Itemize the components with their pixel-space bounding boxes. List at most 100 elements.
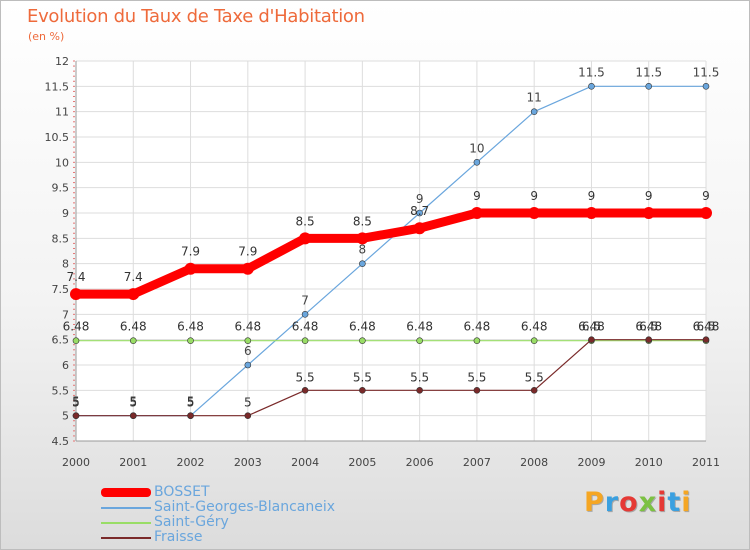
- y-tick-label: 5.5: [52, 384, 70, 397]
- x-tick-label: 2001: [119, 456, 147, 469]
- data-label: 11.5: [693, 65, 720, 79]
- y-tick-label: 6: [62, 359, 69, 372]
- y-tick-label: 7.5: [52, 283, 70, 296]
- data-point: [530, 108, 538, 115]
- data-label: 9: [702, 189, 710, 203]
- data-label: 5: [187, 395, 195, 409]
- x-tick-label: 2011: [692, 456, 720, 469]
- data-point: [470, 207, 483, 219]
- data-label: 6.48: [177, 320, 204, 334]
- data-label: 7.4: [124, 270, 143, 284]
- logo-letter: t: [667, 487, 682, 518]
- data-label: 9: [588, 189, 596, 203]
- data-label: 8: [359, 243, 367, 257]
- legend-label: Saint-Georges-Blancaneix: [154, 499, 336, 515]
- logo-letter: i: [657, 487, 668, 518]
- data-label: 6.48: [521, 320, 548, 334]
- y-tick-label: 12: [55, 55, 69, 68]
- logo-letter: P: [584, 487, 605, 518]
- y-tick-label: 8.5: [52, 232, 70, 245]
- data-label: 9: [473, 189, 481, 203]
- x-tick-label: 2004: [291, 456, 319, 469]
- data-point: [702, 83, 710, 90]
- data-point: [702, 336, 710, 343]
- data-point: [244, 361, 252, 369]
- data-point: [72, 337, 80, 344]
- x-tick-label: 2003: [234, 456, 262, 469]
- logo-letter: r: [604, 487, 620, 518]
- data-label: 9: [530, 189, 538, 203]
- x-tick-label: 2009: [577, 456, 605, 469]
- data-point: [473, 387, 481, 394]
- data-point: [244, 412, 252, 419]
- data-point: [359, 387, 366, 394]
- y-tick-label: 4.5: [52, 435, 70, 448]
- x-tick-label: 2007: [463, 456, 491, 469]
- data-label: 6.48: [693, 320, 720, 334]
- data-label: 5: [129, 395, 137, 409]
- data-point: [585, 207, 598, 219]
- data-point: [299, 232, 312, 245]
- data-point: [187, 412, 194, 419]
- data-label: 5.5: [353, 370, 372, 384]
- series-line-3: [76, 339, 706, 417]
- y-tick-label: 9.5: [52, 182, 70, 195]
- data-point: [72, 412, 80, 419]
- data-point: [530, 337, 538, 344]
- data-label: 11: [527, 91, 542, 105]
- data-point: [473, 337, 481, 344]
- data-label: 5.5: [410, 370, 429, 384]
- y-tick-label: 9: [62, 207, 69, 220]
- x-tick-label: 2005: [348, 456, 376, 469]
- y-tick-label: 5: [62, 410, 69, 423]
- y-tick-label: 6.5: [52, 334, 70, 347]
- data-label: 6.48: [406, 320, 433, 334]
- data-point: [588, 336, 595, 343]
- x-tick-label: 2006: [406, 456, 434, 469]
- x-tick-label: 2002: [177, 456, 205, 469]
- data-point: [700, 207, 712, 219]
- data-label: 9: [645, 189, 653, 203]
- data-point: [129, 412, 137, 419]
- logo-letter: o: [619, 487, 639, 518]
- data-label: 9: [416, 192, 424, 206]
- data-label: 7.9: [181, 245, 200, 259]
- data-point: [129, 337, 137, 344]
- y-tick-label: 11.5: [45, 80, 70, 93]
- data-point: [416, 337, 423, 344]
- data-label: 6.5: [582, 320, 601, 334]
- data-label: 6.48: [63, 320, 90, 334]
- data-label: 5: [244, 396, 252, 410]
- y-tick-label: 7: [62, 308, 69, 321]
- data-point: [473, 159, 481, 166]
- data-label: 7: [301, 293, 309, 307]
- series-line-0: [76, 208, 706, 299]
- plot-area: [76, 61, 706, 441]
- data-label: 7.4: [66, 270, 85, 284]
- data-label: 6.48: [234, 320, 261, 334]
- data-label: 5: [129, 396, 137, 410]
- chart-subtitle: (en %): [28, 30, 65, 43]
- legend-label: Fraisse: [154, 529, 203, 545]
- data-point: [528, 207, 541, 219]
- data-label: 5: [72, 396, 80, 410]
- data-label: 8.5: [296, 214, 315, 228]
- data-label: 11.5: [635, 65, 662, 79]
- data-label: 6.48: [292, 320, 319, 334]
- data-point: [244, 337, 252, 344]
- data-point: [359, 260, 366, 267]
- data-point: [187, 337, 194, 344]
- data-point: [301, 387, 309, 394]
- data-label: 11.5: [578, 65, 605, 79]
- data-point: [416, 387, 423, 394]
- data-label: 6.48: [464, 320, 491, 334]
- data-point: [642, 207, 655, 219]
- data-point: [184, 262, 197, 275]
- data-point: [127, 288, 140, 301]
- data-point: [70, 288, 82, 301]
- data-label: 5: [72, 395, 80, 409]
- data-label: 8.5: [353, 214, 372, 228]
- data-label: 5.5: [525, 370, 544, 384]
